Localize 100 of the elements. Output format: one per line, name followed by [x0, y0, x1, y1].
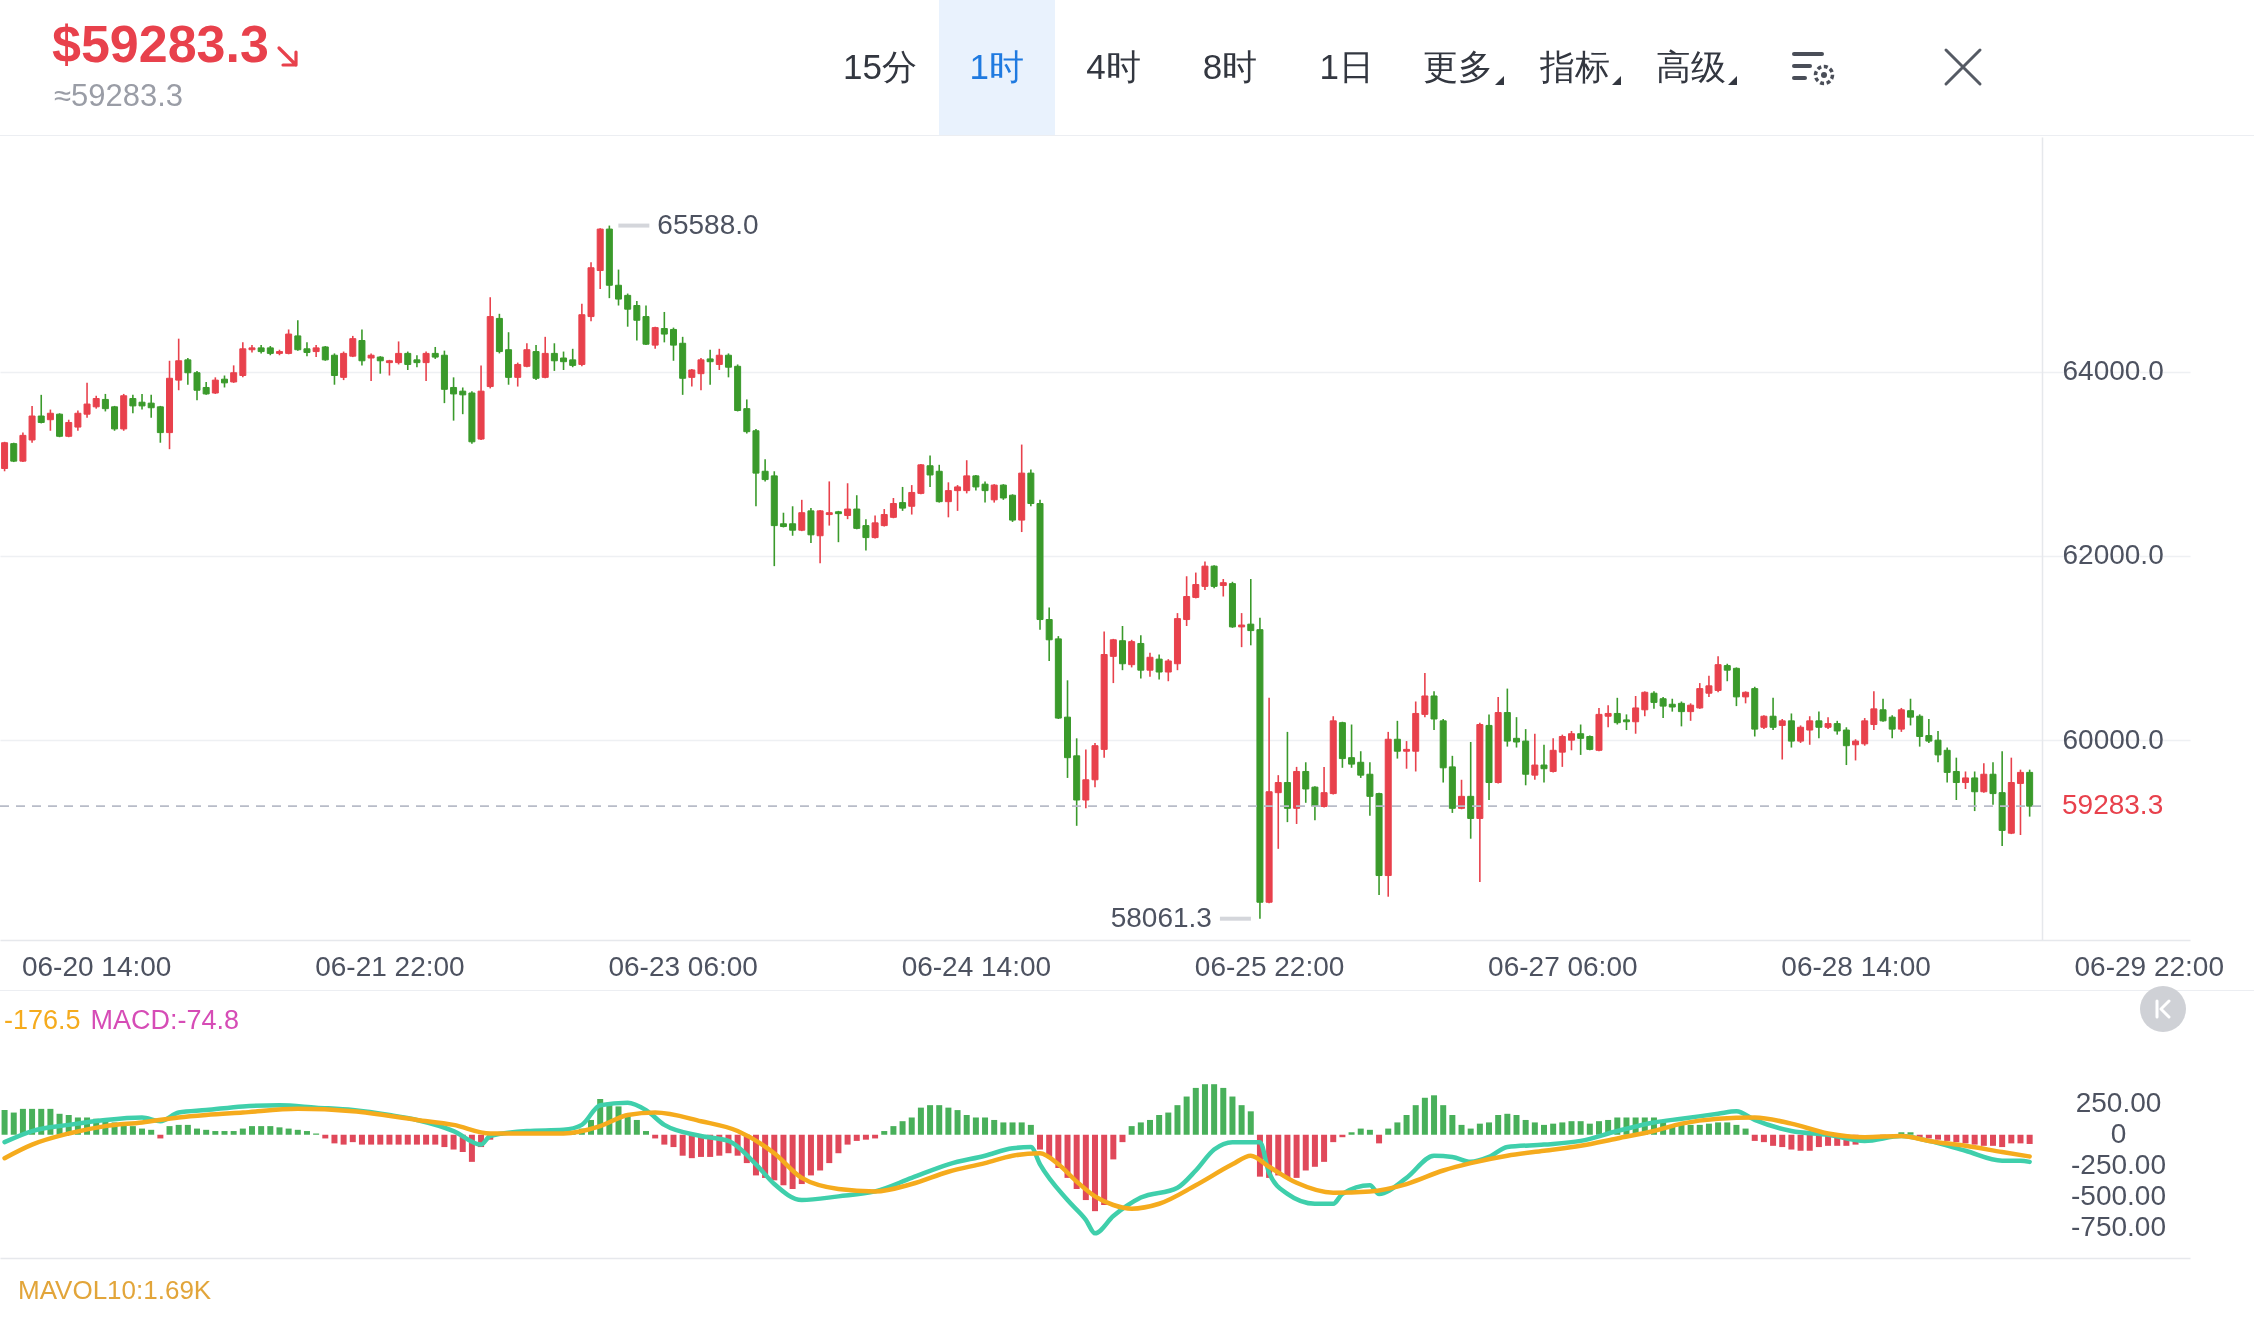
- candlestick: [111, 405, 119, 432]
- bar: [1311, 1134, 1318, 1167]
- x-tick-label: 06-27 06:00: [1488, 950, 1638, 982]
- bar: [917, 1107, 924, 1135]
- candlestick: [367, 352, 375, 382]
- bar: [972, 1117, 979, 1135]
- candlestick: [1879, 697, 1887, 723]
- candlestick: [1082, 748, 1090, 810]
- bar: [1724, 1122, 1731, 1135]
- bar: [129, 1126, 136, 1135]
- bar: [450, 1134, 457, 1150]
- bar: [1357, 1128, 1364, 1135]
- bar: [1037, 1134, 1044, 1150]
- candlestick: [1320, 766, 1328, 809]
- candlestick: [908, 484, 916, 516]
- bar: [633, 1119, 640, 1135]
- candlestick: [1943, 746, 1951, 784]
- candlestick: [1549, 737, 1557, 774]
- bar: [1458, 1124, 1465, 1135]
- bar: [1705, 1123, 1712, 1135]
- bar: [1403, 1115, 1410, 1135]
- bar: [1541, 1124, 1547, 1135]
- candlestick: [1238, 612, 1246, 648]
- bar: [1962, 1134, 1969, 1144]
- bar: [844, 1134, 851, 1145]
- bar: [670, 1134, 677, 1148]
- candlestick: [1155, 653, 1163, 681]
- candlestick: [1989, 761, 1997, 806]
- candlestick: [1806, 715, 1814, 746]
- bar: [203, 1129, 210, 1135]
- candlestick: [330, 352, 338, 386]
- candlestick: [1815, 710, 1823, 740]
- candlestick: [1183, 575, 1191, 627]
- annotation: -176.5: [4, 1005, 81, 1036]
- bar: [10, 1112, 17, 1135]
- x-tick-label: 06-21 22:00: [315, 950, 465, 982]
- bar: [1385, 1128, 1392, 1135]
- bar: [1467, 1128, 1474, 1135]
- bar: [1788, 1134, 1795, 1150]
- candlestick: [1403, 740, 1411, 770]
- bar: [1192, 1087, 1199, 1135]
- text: 8时: [1202, 46, 1258, 88]
- text: 15分: [843, 46, 917, 88]
- candlestick: [789, 505, 797, 537]
- candlestick: [1109, 638, 1117, 684]
- bar: [1760, 1134, 1767, 1143]
- candlestick: [1778, 718, 1786, 761]
- candlestick: [1302, 761, 1310, 804]
- candlestick: [37, 394, 45, 425]
- bar: [248, 1126, 255, 1135]
- candlestick: [825, 480, 833, 527]
- x-tick-label: 06-28 14:00: [1781, 950, 1931, 982]
- text: 1日: [1319, 46, 1375, 88]
- bar: [184, 1124, 191, 1135]
- y-tick-label: 250.00: [2075, 1087, 2162, 1119]
- candlestick: [395, 340, 403, 366]
- candlestick: [1513, 716, 1521, 749]
- bar: [285, 1128, 292, 1135]
- bar: [1971, 1134, 1978, 1145]
- bar: [1531, 1122, 1538, 1135]
- candlestick: [340, 350, 348, 381]
- bar: [267, 1126, 274, 1135]
- annotation: 65588.0: [657, 208, 759, 240]
- bar: [927, 1105, 934, 1135]
- bar: [221, 1131, 228, 1135]
- candlestick: [715, 348, 723, 371]
- candlestick: [450, 376, 458, 422]
- x-tick-label: 06-23 06:00: [608, 950, 758, 982]
- candlestick: [147, 394, 155, 419]
- bar: [890, 1126, 897, 1135]
- bar: [1935, 1134, 1942, 1140]
- bar: [1082, 1134, 1089, 1201]
- bar: [1, 1110, 8, 1135]
- bar: [982, 1117, 989, 1135]
- candlestick: [990, 483, 998, 504]
- candlestick: [615, 268, 623, 307]
- text: 高级: [1656, 46, 1727, 88]
- bar: [1000, 1122, 1007, 1135]
- candlestick: [926, 454, 934, 488]
- candlestick: [743, 398, 751, 435]
- candlestick: [175, 337, 183, 392]
- bar: [908, 1117, 915, 1135]
- bar: [258, 1126, 265, 1135]
- candlestick: [294, 319, 302, 352]
- bar: [175, 1124, 182, 1135]
- bar: [331, 1134, 338, 1144]
- candlestick: [1787, 712, 1795, 749]
- candlestick: [1861, 717, 1869, 747]
- bar: [807, 1134, 814, 1176]
- bar: [817, 1134, 824, 1171]
- text: 指标: [1539, 46, 1610, 88]
- bar: [340, 1134, 347, 1145]
- bar: [1733, 1124, 1740, 1135]
- candlestick: [724, 352, 732, 379]
- bar: [423, 1134, 430, 1145]
- candlestick: [1852, 738, 1860, 762]
- y-tick-label: 60000.0: [2062, 723, 2164, 755]
- annotation: 58061.3: [1110, 901, 1212, 933]
- bar: [1999, 1134, 2006, 1148]
- bar: [661, 1134, 668, 1145]
